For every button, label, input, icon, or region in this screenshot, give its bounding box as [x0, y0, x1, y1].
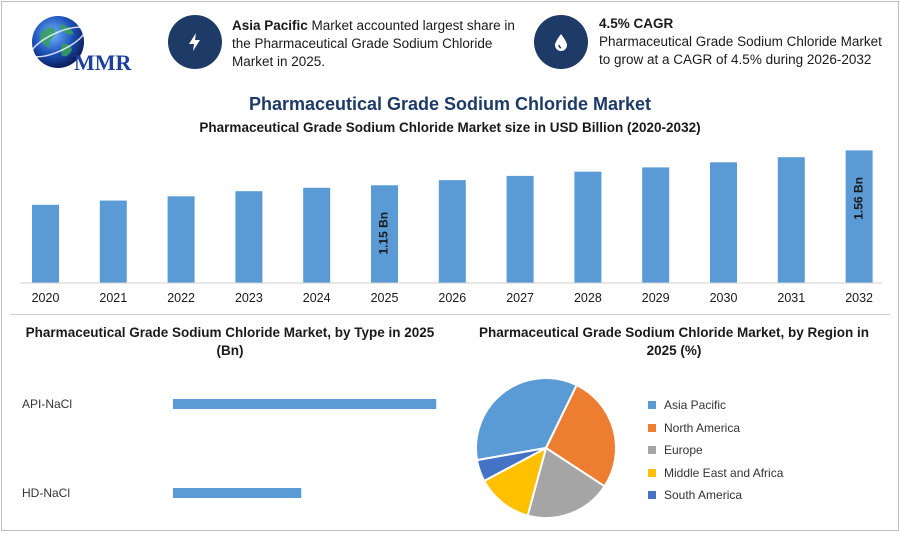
info-card-asia-pacific: Asia Pacific Market accounted largest sh… [232, 17, 532, 71]
region-chart-title: Pharmaceutical Grade Sodium Chloride Mar… [478, 325, 870, 358]
legend-swatch [648, 446, 656, 455]
x-tick-label-2032: 2032 [845, 291, 873, 305]
legend-swatch [648, 491, 656, 500]
drop-icon [534, 15, 588, 69]
pie-slice-north-america [544, 383, 617, 488]
bar-2023 [235, 191, 263, 283]
bar-2025 [371, 185, 398, 283]
info-card-1-text: Market accounted largest share in the Ph… [232, 18, 515, 69]
legend-label: North America [664, 420, 741, 435]
pie-slice-south-america [475, 447, 547, 483]
type-bar-chart: API-NaCl HD-NaCl [22, 397, 437, 500]
x-tick-label-2025: 2025 [371, 291, 399, 305]
info-card-1-bold: Asia Pacific [232, 18, 308, 33]
type-chart-title: Pharmaceutical Grade Sodium Chloride Mar… [25, 325, 435, 358]
x-tick-label-2020: 2020 [32, 291, 60, 305]
legend-item-north-america: North America [648, 417, 783, 440]
bar-2022 [167, 196, 195, 283]
category-label-api-nacl: API-NaCl [22, 397, 72, 411]
info-card-cagr: 4.5% CAGR Pharmaceutical Grade Sodium Ch… [599, 15, 894, 69]
bar-2028 [574, 171, 602, 283]
market-size-bar-chart: 2020 2021 2022 2023 2024 2025 1.15 Bn 2026 2027 2… [20, 150, 882, 305]
x-tick-label-2031: 2031 [777, 291, 805, 305]
globe-icon [30, 16, 86, 68]
x-tick-label-2026: 2026 [438, 291, 466, 305]
x-tick-label-2028: 2028 [574, 291, 602, 305]
bar-2024 [303, 187, 331, 283]
legend-swatch [648, 423, 656, 432]
lightning-icon [168, 15, 222, 69]
legend-item-middle-east-and-africa: Middle East and Africa [648, 462, 783, 485]
chart-subtitle: Pharmaceutical Grade Sodium Chloride Mar… [199, 120, 701, 135]
bar-2021 [99, 200, 127, 283]
pie-slice-asia-pacific [475, 377, 579, 462]
pie-slice-middle-east-and-africa [482, 446, 548, 517]
legend-label: Middle East and Africa [664, 465, 784, 480]
category-label-hd-nacl: HD-NaCl [22, 486, 70, 500]
bar-2027 [506, 175, 534, 283]
legend-label: South America [664, 488, 743, 503]
bar-2031 [777, 157, 805, 283]
logo-text: MMR [74, 50, 132, 75]
x-tick-label-2027: 2027 [506, 291, 534, 305]
data-label-2025: 1.15 Bn [377, 212, 391, 255]
legend-item-south-america: South America [648, 484, 783, 507]
legend-item-europe: Europe [648, 439, 783, 462]
pie-slice-europe [526, 446, 606, 519]
legend-swatch [648, 401, 656, 410]
bar-api-nacl [173, 399, 437, 409]
legend-label: Europe [664, 443, 703, 458]
legend-item-asia-pacific: Asia Pacific [648, 394, 783, 417]
bar-2026 [438, 180, 466, 283]
section-divider [10, 314, 890, 315]
bar-2030 [710, 162, 737, 283]
bar-2032 [845, 150, 873, 283]
x-tick-label-2022: 2022 [167, 291, 195, 305]
x-tick-label-2024: 2024 [303, 291, 331, 305]
x-tick-label-2030: 2030 [710, 291, 738, 305]
info-card-2-text: Pharmaceutical Grade Sodium Chloride Mar… [599, 34, 882, 67]
x-tick-label-2029: 2029 [642, 291, 670, 305]
legend-swatch [648, 468, 656, 477]
chart-title: Pharmaceutical Grade Sodium Chloride Mar… [248, 94, 652, 114]
bar-2029 [642, 167, 670, 283]
x-tick-label-2021: 2021 [99, 291, 127, 305]
x-tick-label-2023: 2023 [235, 291, 263, 305]
legend-label: Asia Pacific [664, 398, 727, 413]
bar-hd-nacl [173, 488, 302, 498]
info-card-2-bold: 4.5% CAGR [599, 16, 674, 31]
region-legend: Asia Pacific North America Europe Middle Ea… [648, 394, 783, 507]
region-pie-chart [475, 377, 617, 519]
data-label-2032: 1.56 Bn [851, 177, 865, 220]
mmr-logo: MMR [28, 12, 138, 80]
bar-2020 [32, 204, 59, 283]
